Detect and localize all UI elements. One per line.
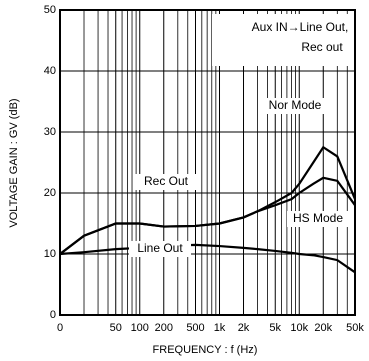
x-tick-label: 200 <box>155 322 173 334</box>
annotation: Rec Out <box>144 174 189 188</box>
annotation: Line Out <box>137 241 183 255</box>
x-tick-label: 1k <box>214 322 226 334</box>
annotation-bg <box>264 98 326 114</box>
y-tick-label: 30 <box>44 126 56 138</box>
line-series <box>59 243 356 274</box>
annotation: Rec out <box>301 40 343 54</box>
annotation-bg <box>129 241 191 257</box>
line-series <box>59 176 356 255</box>
annotation-bg <box>135 174 197 190</box>
annotation: Nor Mode <box>269 98 322 112</box>
x-tick-label: 5k <box>269 322 281 334</box>
y-axis-label: VOLTAGE GAIN : GV (dB) <box>8 98 20 227</box>
x-axis-label: FREQUENCY : f (Hz) <box>153 344 258 356</box>
y-tick-label: 20 <box>44 187 56 199</box>
x-tick-label: 10k <box>290 322 308 334</box>
annotation-box <box>212 14 352 66</box>
annotation: Aux IN→Line Out, <box>252 20 349 34</box>
y-tick-label: 50 <box>44 4 56 16</box>
x-tick-label: 0 <box>57 322 63 334</box>
x-tick-label: 50k <box>346 322 364 334</box>
x-tick-label: 20k <box>314 322 332 334</box>
x-tick-label: 50 <box>110 322 122 334</box>
y-tick-label: 0 <box>50 309 56 321</box>
annotation-bg <box>287 211 349 227</box>
x-tick-label: 500 <box>186 322 204 334</box>
x-tick-label: 100 <box>131 322 149 334</box>
x-tick-label: 2k <box>238 322 250 334</box>
plot-frame <box>59 9 356 316</box>
y-tick-label: 40 <box>44 65 56 77</box>
annotation: HS Mode <box>293 211 343 225</box>
y-tick-label: 10 <box>44 248 56 260</box>
